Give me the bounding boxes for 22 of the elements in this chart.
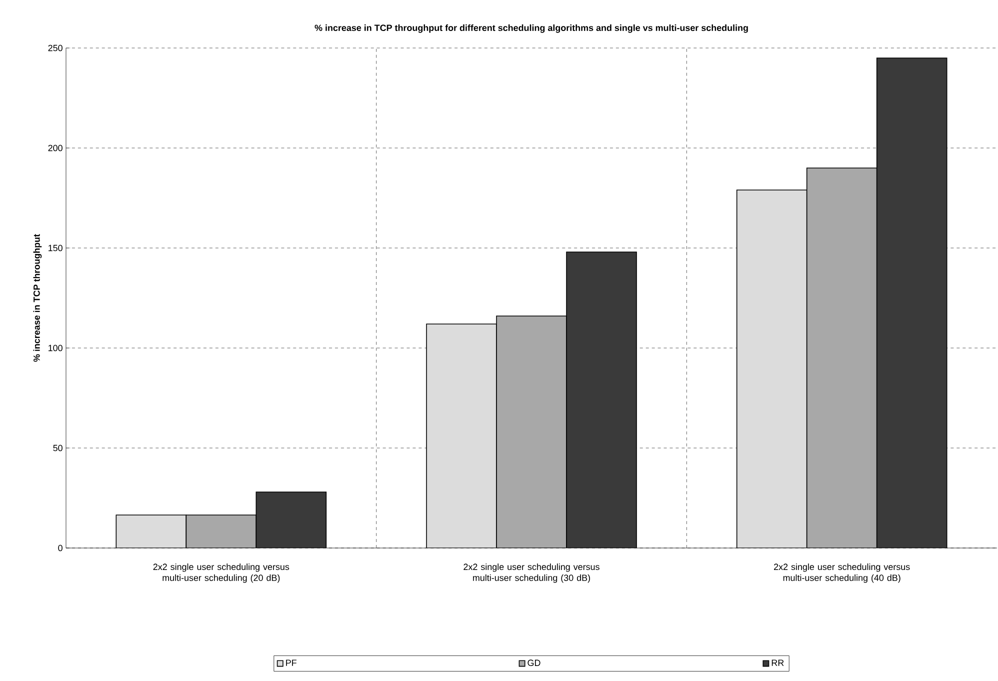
legend-label: PF [286, 660, 296, 666]
y-axis-title: % increase in TCP throughput [33, 234, 42, 362]
bar [496, 316, 567, 548]
chart-title: % increase in TCP throughput for different scheduling algorithms and single vs multi-user scheduling [314, 24, 748, 33]
y-tick-label: 200 [48, 144, 62, 152]
legend-label: GD [528, 660, 540, 666]
bar [806, 168, 878, 548]
bar [256, 492, 327, 548]
bar [566, 252, 637, 548]
legend-label: RR [772, 660, 784, 666]
bar [186, 514, 257, 548]
y-tick-label: 250 [48, 44, 62, 52]
y-tick-label: 100 [48, 344, 62, 352]
y-tick-label: 150 [48, 244, 62, 252]
y-tick-label: 50 [53, 444, 62, 452]
x-tick-label: 2x2 single user scheduling versus multi-user scheduling (30 dB) [464, 563, 600, 583]
x-tick-label: 2x2 single user scheduling versus multi-user scheduling (40 dB) [774, 563, 910, 583]
bar [116, 514, 187, 548]
bar [426, 324, 497, 548]
x-tick-label: 2x2 single user scheduling versus multi-user scheduling (20 dB) [153, 563, 290, 583]
bar [736, 190, 808, 548]
y-tick-label: 0 [58, 544, 62, 552]
